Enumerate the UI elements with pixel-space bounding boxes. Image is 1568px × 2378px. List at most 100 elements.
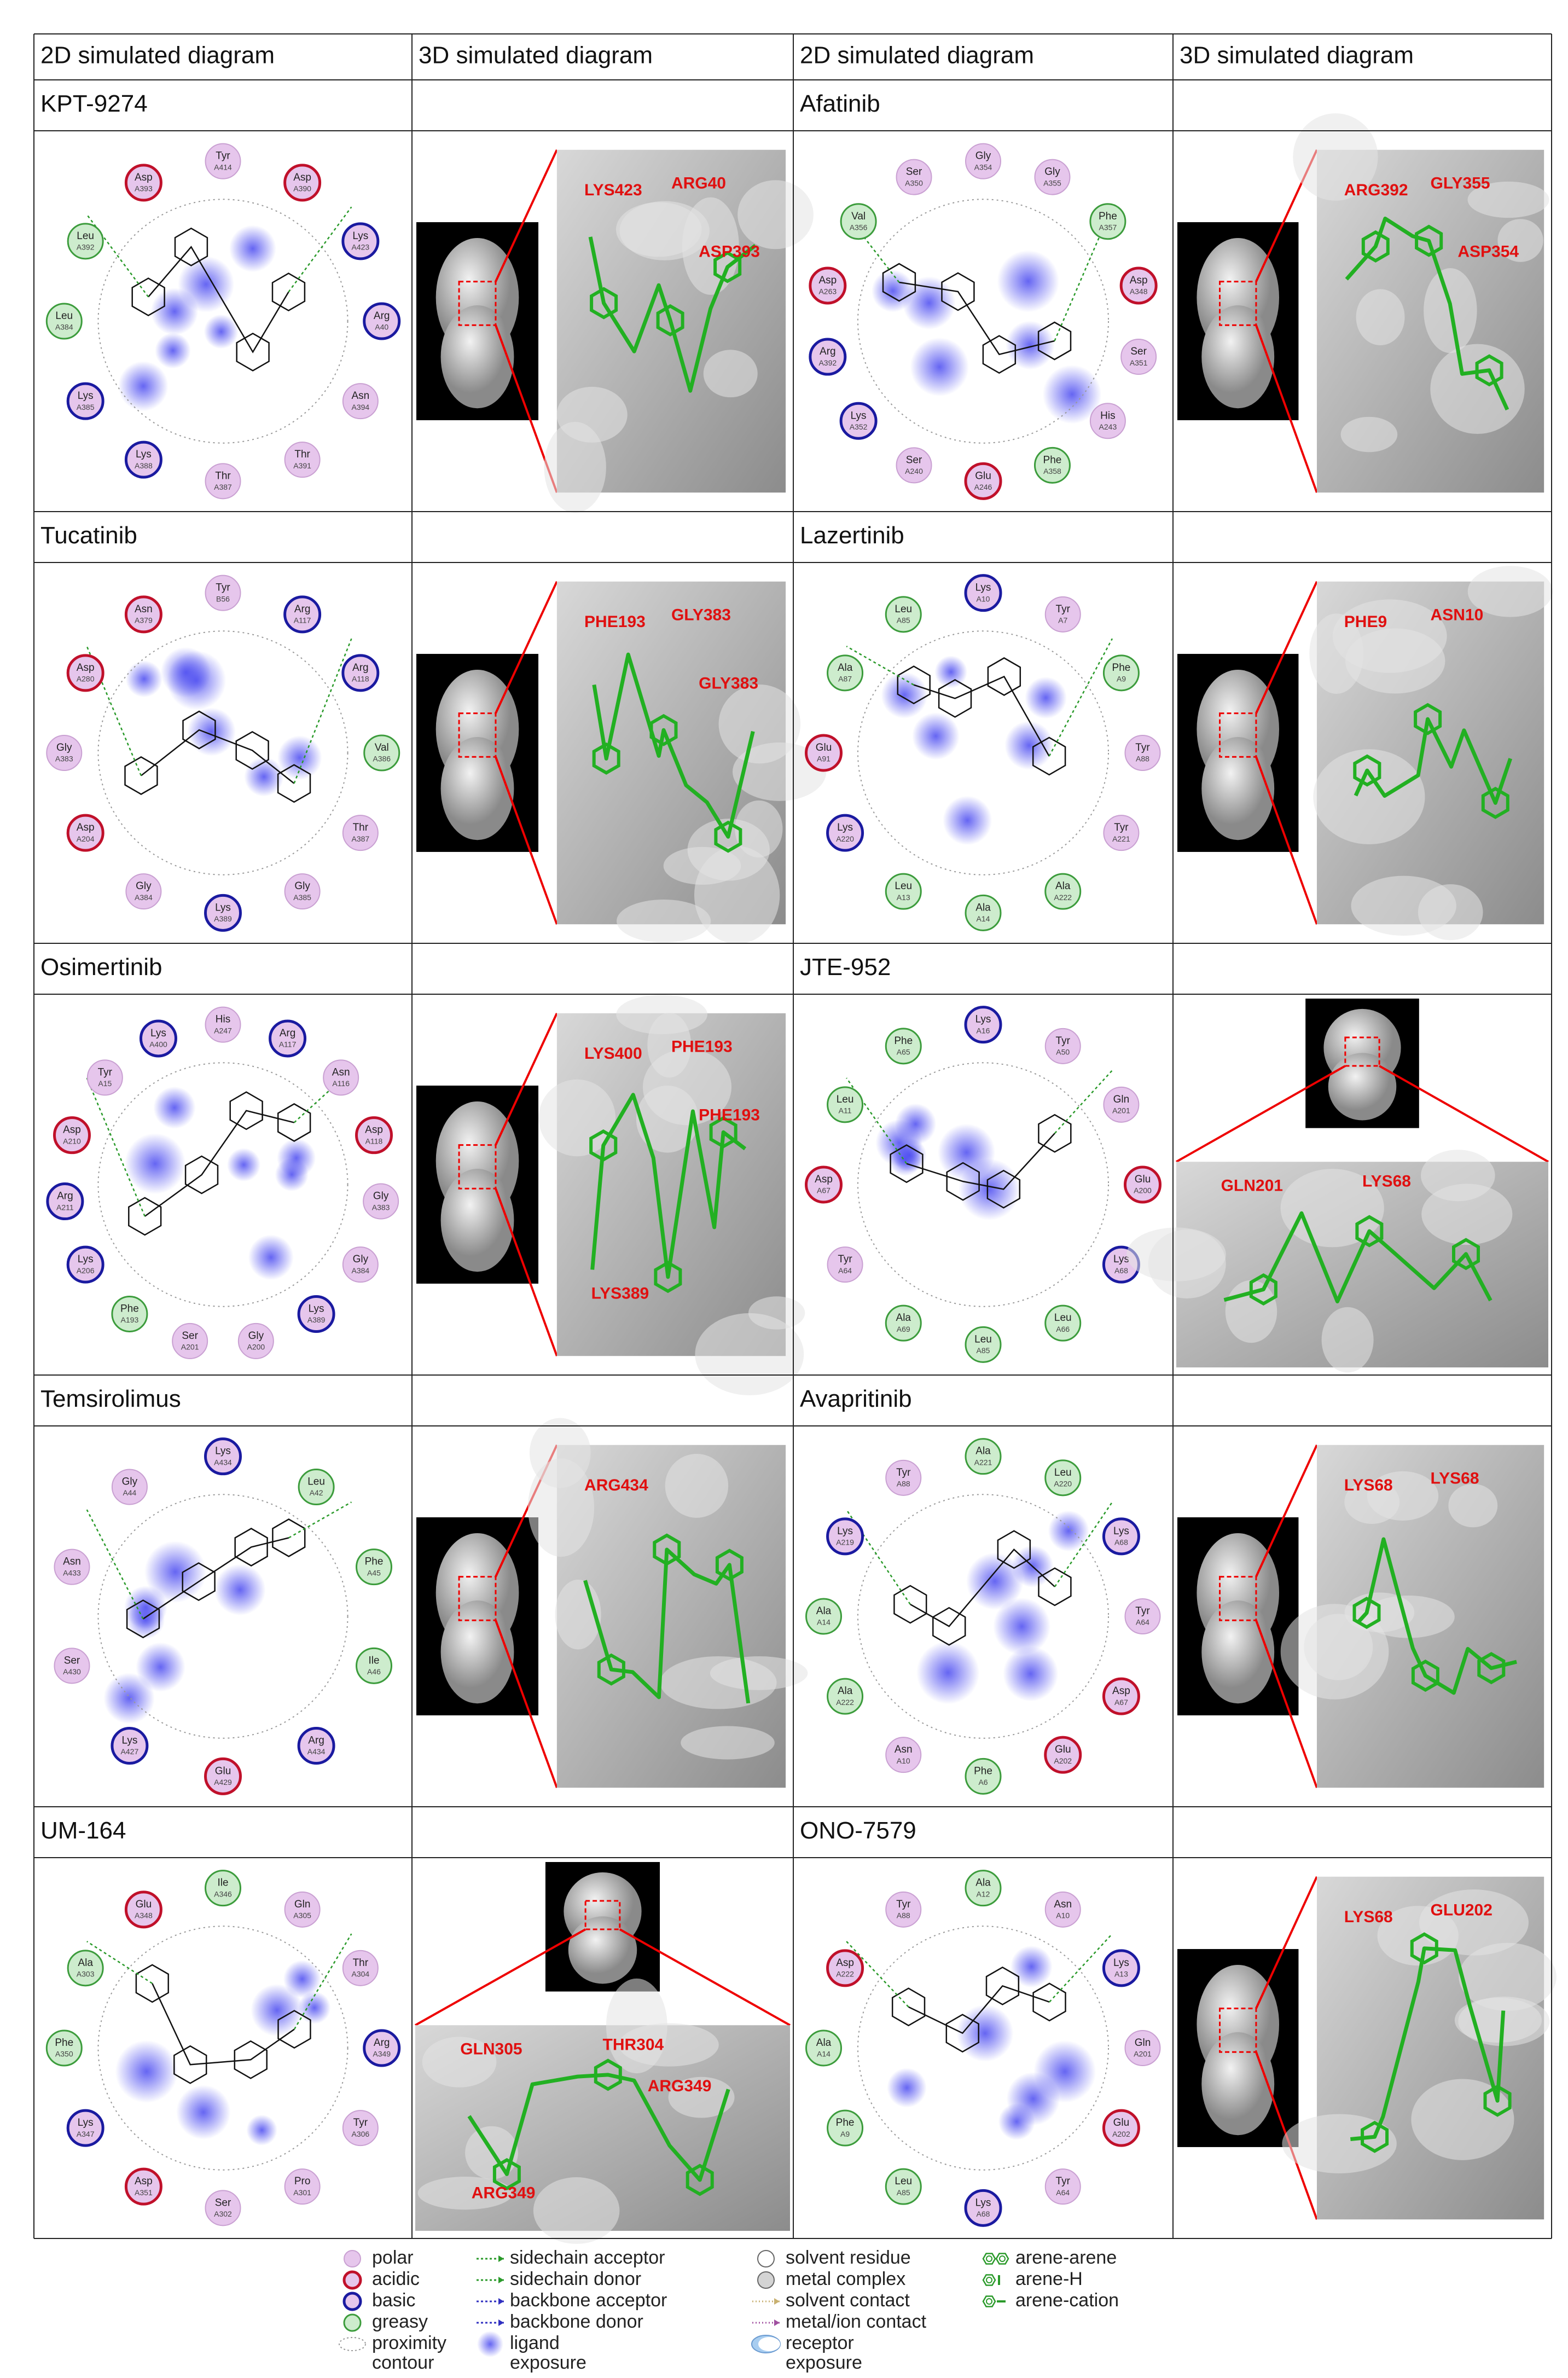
residue-id: A91 <box>817 755 831 763</box>
residue-name: Pro <box>294 2176 311 2187</box>
residue-name: Gly <box>373 1191 389 1202</box>
residue-name: Lys <box>78 1254 94 1265</box>
residue <box>284 873 321 910</box>
residue-id: A10 <box>897 1756 910 1765</box>
residue-id: A220 <box>1054 1480 1072 1488</box>
residue-name: Ala <box>78 1957 93 1969</box>
surface-lobe <box>616 995 707 1035</box>
residue-id: A222 <box>836 1698 854 1707</box>
residue <box>1103 815 1140 851</box>
ligand-ring <box>124 756 158 795</box>
legend-label: receptor <box>786 2333 854 2353</box>
residue-name: Asp <box>63 1124 81 1136</box>
ligand-ring <box>1361 2120 1389 2153</box>
residue-name: Glu <box>215 1765 231 1777</box>
residue-id: A384 <box>55 323 73 332</box>
residue-name: Phe <box>836 2117 855 2128</box>
residue-id: A12 <box>977 1889 990 1898</box>
residue-id: A40 <box>375 323 388 332</box>
residue-id: A301 <box>293 2188 311 2197</box>
ligand-ring <box>1452 1238 1480 1271</box>
residue-name: Ala <box>975 1877 991 1889</box>
residue-name: Leu <box>895 2176 912 2187</box>
residue <box>1124 735 1161 771</box>
legend-symbol <box>758 2337 780 2351</box>
surface-lobe <box>617 899 711 943</box>
zoom-line <box>1255 1444 1318 1577</box>
residue <box>124 1890 162 1929</box>
residue-name: Tyr <box>1135 1605 1150 1617</box>
residue <box>341 222 380 260</box>
residue-name: Tyr <box>1056 2176 1071 2187</box>
ligand-sticks <box>590 1093 747 1279</box>
residue-label-3d: GLY383 <box>671 606 731 624</box>
residue-name: Lys <box>215 902 231 913</box>
residue <box>1124 2030 1161 2066</box>
residue <box>964 462 1002 500</box>
residue-label-3d: ASP393 <box>699 243 760 261</box>
binding-site-box <box>458 1144 497 1190</box>
protein-surface <box>1201 737 1275 840</box>
legend-symbol <box>982 2274 996 2286</box>
zoom-line <box>495 756 558 925</box>
residue-id: A392 <box>818 358 837 367</box>
residue <box>54 1648 90 1684</box>
residue-name: Phe <box>1043 454 1062 466</box>
diagram-3d: LYS68 LYS68 <box>1177 1444 1544 1788</box>
ligand-exposure <box>943 796 992 845</box>
legend-symbol <box>986 2255 992 2262</box>
legend-symbol <box>999 2255 1006 2262</box>
residue-id: A118 <box>365 1136 383 1145</box>
ligand-ring <box>713 251 742 283</box>
column-header: 2D simulated diagram <box>800 42 1034 69</box>
residue <box>283 164 322 202</box>
surface-lobe <box>1282 2114 1397 2173</box>
ligand-ring <box>882 263 916 302</box>
zoom-line <box>619 1928 791 2026</box>
ligand-exposure <box>1025 676 1067 719</box>
zoom-line <box>1255 324 1318 493</box>
residue-name: Tyr <box>1056 1035 1071 1047</box>
interaction <box>846 646 914 686</box>
residue <box>827 1086 864 1123</box>
residue <box>363 302 401 340</box>
ligand-exposure <box>124 1133 186 1194</box>
residue-name: Phe <box>55 2037 73 2049</box>
residue-id: A14 <box>817 1618 831 1627</box>
residue-id: A354 <box>974 163 992 171</box>
residue-name: Asp <box>818 275 837 286</box>
residue-id: A247 <box>214 1026 232 1035</box>
residue <box>363 2029 401 2067</box>
surface-lobe <box>1293 113 1378 201</box>
residue-name: Lys <box>851 410 867 421</box>
compound-name: Avapritinib <box>800 1385 912 1412</box>
ligand-ring <box>235 730 269 770</box>
residue <box>124 595 162 634</box>
residue-name: Ile <box>217 1877 228 1889</box>
legend-arrow <box>498 2298 504 2305</box>
ligand-ring <box>236 332 270 372</box>
surface-lobe <box>1430 344 1525 434</box>
residue <box>111 1469 148 1505</box>
protein-surface <box>440 1600 514 1704</box>
residue-label-3d: PHE193 <box>584 613 646 631</box>
residue <box>805 734 843 772</box>
residue-id: A13 <box>897 893 910 902</box>
residue-id: A87 <box>838 675 852 683</box>
ligand-exposure <box>204 314 239 349</box>
legend-label: metal complex <box>786 2269 905 2289</box>
ligand-ring <box>597 1653 625 1686</box>
residue-label-3d: PHE193 <box>671 1037 733 1055</box>
zoom-line <box>1255 581 1318 714</box>
residue-name: Phe <box>894 1035 913 1047</box>
ligand-exposure <box>1010 1945 1053 1988</box>
ligand-ring <box>234 2040 268 2079</box>
diagram-3d: GLN305 THR304 ARG349 ARG349 <box>415 1862 791 2244</box>
residue-id: A423 <box>351 243 369 252</box>
legend-label: solvent residue <box>786 2247 911 2268</box>
residue-id: A388 <box>135 461 153 470</box>
residue-name: Asp <box>135 172 153 183</box>
residue-id: A434 <box>307 1747 326 1756</box>
